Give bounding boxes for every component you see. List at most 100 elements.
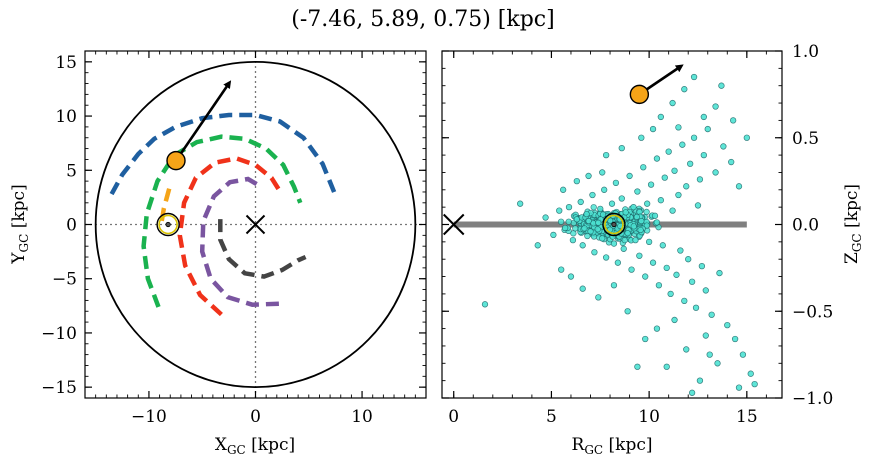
- star-point: [681, 86, 688, 93]
- star-point: [572, 225, 579, 232]
- star-point: [692, 304, 700, 311]
- rz-panel: 0 5 10 15 1.0 0.5 0.0 −0.5 −1.0 RGC [kpc] ZGC [k…: [441, 42, 864, 457]
- star-point: [716, 269, 723, 277]
- star-point: [687, 160, 694, 167]
- star-point: [665, 148, 672, 155]
- star-point: [704, 125, 711, 133]
- star-point: [616, 216, 623, 223]
- star-point: [683, 346, 690, 353]
- star-point: [638, 134, 645, 141]
- star-point: [675, 124, 682, 131]
- star-point: [659, 242, 666, 249]
- star-point: [702, 287, 709, 294]
- x-axis-label-right: RGC [kpc]: [572, 435, 653, 457]
- star-point: [602, 151, 610, 159]
- star-point: [573, 216, 580, 223]
- star-point: [735, 384, 743, 391]
- star-point: [599, 169, 606, 176]
- xy-ytick-label: −10: [41, 324, 77, 344]
- star-point: [585, 172, 592, 180]
- star-point: [640, 164, 647, 171]
- star-point: [569, 236, 577, 244]
- x-axis-label-left: XGC [kpc]: [215, 435, 295, 457]
- star-point: [595, 294, 602, 301]
- star-point: [729, 117, 737, 124]
- spiral-arm-6: [218, 219, 307, 279]
- star-point: [747, 370, 754, 377]
- star-point: [712, 103, 719, 110]
- star-point: [621, 236, 628, 244]
- star-point: [626, 172, 633, 180]
- star-point: [688, 389, 696, 396]
- star-point: [534, 242, 541, 249]
- star-point: [542, 214, 549, 221]
- sun-dot: [611, 221, 617, 228]
- spiral-arm-3: [177, 156, 284, 317]
- star-point: [612, 179, 620, 187]
- star-point: [630, 203, 637, 211]
- star-point: [657, 113, 665, 121]
- star-point: [677, 247, 684, 254]
- star-point: [743, 134, 750, 141]
- star-point: [739, 351, 747, 358]
- star-point: [718, 82, 725, 89]
- rz-xtick-label: 0: [448, 407, 459, 427]
- rz-ytick-label: 1.0: [792, 42, 819, 62]
- star-point: [637, 226, 644, 234]
- star-point: [714, 360, 721, 367]
- star-point: [557, 218, 565, 225]
- star-point: [587, 228, 594, 235]
- star-point: [667, 290, 674, 298]
- rz-xtick-label: 15: [736, 407, 758, 427]
- xy-ytick-label: −5: [52, 270, 77, 290]
- star-point: [673, 271, 680, 278]
- star-point: [694, 202, 702, 209]
- star-point: [624, 230, 631, 237]
- star-point: [577, 198, 584, 206]
- sun-ring: [158, 214, 178, 235]
- star-point: [702, 332, 709, 339]
- star-point: [655, 282, 663, 289]
- star-point: [681, 297, 688, 304]
- star-point: [653, 325, 661, 332]
- star-point: [610, 240, 618, 247]
- sun-dot: [165, 221, 171, 228]
- star-point: [671, 167, 678, 174]
- sun-outer-ring: [602, 212, 626, 237]
- star-point: [561, 224, 569, 232]
- star-point: [594, 226, 601, 233]
- xy-ytick-label: 5: [66, 161, 77, 181]
- star-point: [565, 218, 572, 225]
- rz-ticks: 0 5 10 15 1.0 0.5 0.0 −0.5 −1.0: [442, 42, 833, 427]
- star-point: [610, 282, 618, 289]
- star-point: [481, 301, 489, 308]
- star-point: [556, 207, 563, 214]
- star-point: [597, 205, 604, 213]
- star-point: [706, 351, 713, 358]
- star-point: [581, 225, 588, 232]
- outer-circle: [94, 60, 417, 389]
- galactic-center-marker: [245, 214, 266, 235]
- star-point: [653, 155, 661, 162]
- star-point: [636, 252, 643, 259]
- star-point: [633, 213, 640, 221]
- rz-ytick-label: −1.0: [792, 389, 833, 409]
- xy-xtick-label: −10: [131, 407, 167, 427]
- star-point: [638, 217, 645, 225]
- star-point: [663, 264, 670, 272]
- spiral-arm-1: [109, 112, 338, 197]
- star-point: [583, 210, 590, 218]
- star-point: [644, 200, 651, 207]
- star-point: [675, 191, 682, 199]
- rz-xtick-label: 5: [546, 407, 557, 427]
- star-point: [567, 273, 575, 280]
- object-marker-rz: [629, 84, 650, 105]
- xy-xtick-label: 0: [250, 407, 261, 427]
- star-point: [642, 273, 649, 280]
- star-point: [651, 212, 659, 219]
- xy-panel: −10 0 10 15 10 5 0 −5 −10 −15 XGC [kpc] YGC [kpc]: [9, 50, 427, 457]
- star-point: [724, 321, 731, 329]
- sun-marker-rz: [602, 212, 626, 237]
- star-point: [696, 176, 704, 183]
- rz-ytick-label: 0.0: [792, 216, 819, 236]
